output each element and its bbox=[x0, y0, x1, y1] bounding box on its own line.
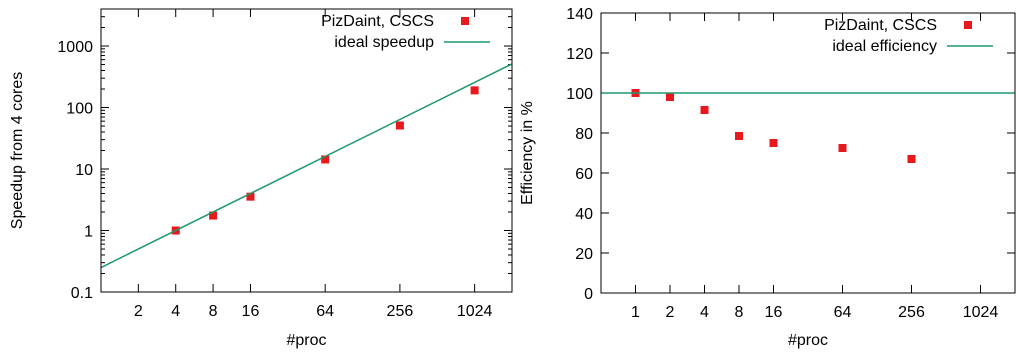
plot-frame bbox=[600, 12, 1016, 294]
x-axis-label: #proc bbox=[788, 332, 828, 349]
y-tick-label: 80 bbox=[575, 126, 593, 143]
y-tick-label: 1000 bbox=[57, 39, 93, 56]
legend-label: PizDaint, CSCS bbox=[824, 17, 937, 34]
legend-label: PizDaint, CSCS bbox=[321, 13, 434, 30]
x-tick-label: 256 bbox=[898, 304, 925, 321]
y-tick-label: 10 bbox=[75, 162, 93, 179]
x-tick-label: 8 bbox=[735, 304, 744, 321]
data-point bbox=[666, 93, 674, 101]
plot-area bbox=[101, 63, 512, 269]
y-axis-label: Speedup from 4 cores bbox=[9, 72, 26, 229]
y-tick-label: 120 bbox=[566, 46, 593, 63]
legend-point-swatch bbox=[461, 17, 469, 25]
legend-label: ideal efficiency bbox=[832, 38, 937, 55]
y-tick-label: 0.1 bbox=[71, 285, 93, 302]
plot-frame bbox=[100, 8, 513, 293]
series-line-ideal-speedup bbox=[101, 63, 512, 269]
y-tick-label: 60 bbox=[575, 166, 593, 183]
x-tick-label: 4 bbox=[171, 303, 180, 320]
data-point bbox=[246, 192, 255, 201]
legend-label: ideal speedup bbox=[334, 34, 434, 51]
legend: PizDaint, CSCS ideal efficiency bbox=[824, 17, 993, 55]
data-point bbox=[470, 86, 479, 95]
plot-area bbox=[601, 89, 1015, 163]
x-tick-label: 1024 bbox=[457, 303, 493, 320]
data-point bbox=[838, 144, 847, 152]
x-tick-label: 16 bbox=[242, 303, 260, 320]
x-tick-label: 64 bbox=[834, 304, 852, 321]
y-tick-label: 140 bbox=[566, 6, 593, 23]
x-tick-label: 1024 bbox=[963, 304, 999, 321]
x-tick-label: 256 bbox=[387, 303, 414, 320]
data-point bbox=[769, 139, 778, 147]
legend: PizDaint, CSCS ideal speedup bbox=[321, 13, 490, 51]
data-point bbox=[907, 155, 916, 163]
data-point bbox=[395, 121, 404, 130]
chart-2: 1 2 4 8 16 64 256 1024 0 20 40 60 80 100 120 140 #proc Ef… bbox=[519, 6, 1016, 349]
chart-1: 2 4 8 16 64 256 1024 0.1 1 10 100 1000 #proc Speedup … bbox=[9, 8, 513, 349]
data-point bbox=[209, 211, 218, 220]
legend-point-swatch bbox=[964, 21, 972, 29]
y-tick-label: 20 bbox=[575, 246, 593, 263]
data-point bbox=[700, 106, 709, 114]
x-tick-label: 2 bbox=[666, 304, 675, 321]
x-tick-label: 1 bbox=[631, 304, 640, 321]
x-tick-label: 64 bbox=[316, 303, 334, 320]
y-axis-label: Efficiency in % bbox=[519, 101, 536, 205]
y-tick-label: 100 bbox=[66, 101, 93, 118]
x-tick-label: 4 bbox=[700, 304, 709, 321]
data-point bbox=[321, 155, 330, 164]
x-tick-label: 2 bbox=[134, 303, 143, 320]
y-tick-label: 40 bbox=[575, 206, 593, 223]
x-tick-label: 16 bbox=[765, 304, 783, 321]
y-tick-label: 1 bbox=[84, 224, 93, 241]
x-tick-label: 8 bbox=[209, 303, 218, 320]
x-axis-label: #proc bbox=[286, 332, 326, 349]
y-tick-label: 0 bbox=[584, 286, 593, 303]
data-point bbox=[735, 132, 743, 140]
y-tick-label: 100 bbox=[566, 86, 593, 103]
